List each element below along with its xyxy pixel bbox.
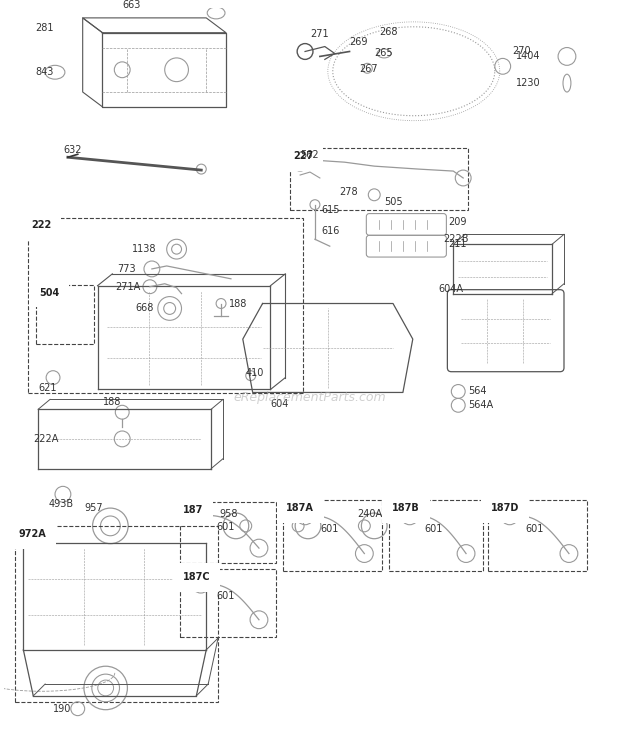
Text: 265: 265 [374, 48, 393, 59]
Text: 240A: 240A [358, 509, 383, 519]
Text: 621: 621 [38, 382, 56, 393]
Text: 601: 601 [216, 591, 235, 601]
Text: 601: 601 [425, 524, 443, 533]
Text: 410: 410 [246, 368, 264, 378]
Text: 227: 227 [293, 151, 314, 161]
Text: 972A: 972A [19, 529, 46, 539]
Text: 222A: 222A [33, 434, 59, 444]
Text: eReplacementParts.com: eReplacementParts.com [234, 391, 386, 404]
Bar [29, 217, 303, 394]
Bar [283, 500, 382, 571]
Text: 632: 632 [63, 145, 81, 155]
Text: 601: 601 [526, 524, 544, 533]
Text: 601: 601 [321, 524, 339, 533]
Text: 615: 615 [322, 205, 340, 214]
Text: 843: 843 [35, 67, 53, 77]
Text: 493B: 493B [48, 499, 73, 509]
Text: 504: 504 [39, 288, 60, 298]
Text: 188: 188 [102, 397, 121, 407]
Text: 187: 187 [182, 505, 203, 515]
Text: 957: 957 [85, 503, 104, 513]
Text: 562: 562 [300, 150, 319, 160]
Text: 281: 281 [35, 23, 54, 33]
Text: 209: 209 [448, 217, 467, 228]
Text: 187D: 187D [491, 503, 519, 513]
Bar [36, 285, 94, 344]
Bar [180, 502, 277, 563]
Text: 268: 268 [379, 27, 397, 36]
Text: 187B: 187B [392, 503, 420, 513]
Text: 1138: 1138 [132, 244, 157, 254]
Text: 1404: 1404 [516, 51, 540, 62]
Text: 269: 269 [350, 36, 368, 47]
Text: 668: 668 [135, 304, 153, 313]
Bar [180, 569, 277, 637]
Text: 1230: 1230 [516, 78, 540, 88]
Text: 271: 271 [310, 29, 329, 39]
Text: 564A: 564A [468, 400, 494, 410]
Text: 958: 958 [219, 509, 237, 519]
Text: 773: 773 [117, 264, 136, 274]
Text: 278: 278 [340, 187, 358, 197]
Text: 211: 211 [448, 240, 467, 249]
Bar [488, 500, 587, 571]
Text: 505: 505 [384, 196, 403, 207]
Text: 604: 604 [270, 400, 289, 409]
Text: 616: 616 [322, 226, 340, 237]
Text: 190: 190 [53, 704, 71, 713]
Text: 222B: 222B [443, 234, 469, 244]
Text: 267: 267 [360, 64, 378, 74]
Text: 187A: 187A [286, 503, 314, 513]
Bar [16, 526, 218, 702]
Text: 271A: 271A [115, 282, 141, 292]
Bar [290, 148, 468, 210]
Text: 564: 564 [468, 386, 487, 397]
Text: 240: 240 [298, 509, 317, 519]
Text: 187C: 187C [182, 572, 210, 583]
Bar [389, 500, 483, 571]
Text: 663: 663 [122, 0, 141, 10]
Text: 270: 270 [513, 46, 531, 57]
Text: 222: 222 [31, 220, 51, 231]
Text: 601: 601 [216, 522, 235, 532]
Text: 604A: 604A [438, 283, 464, 294]
Text: 188: 188 [229, 298, 247, 309]
